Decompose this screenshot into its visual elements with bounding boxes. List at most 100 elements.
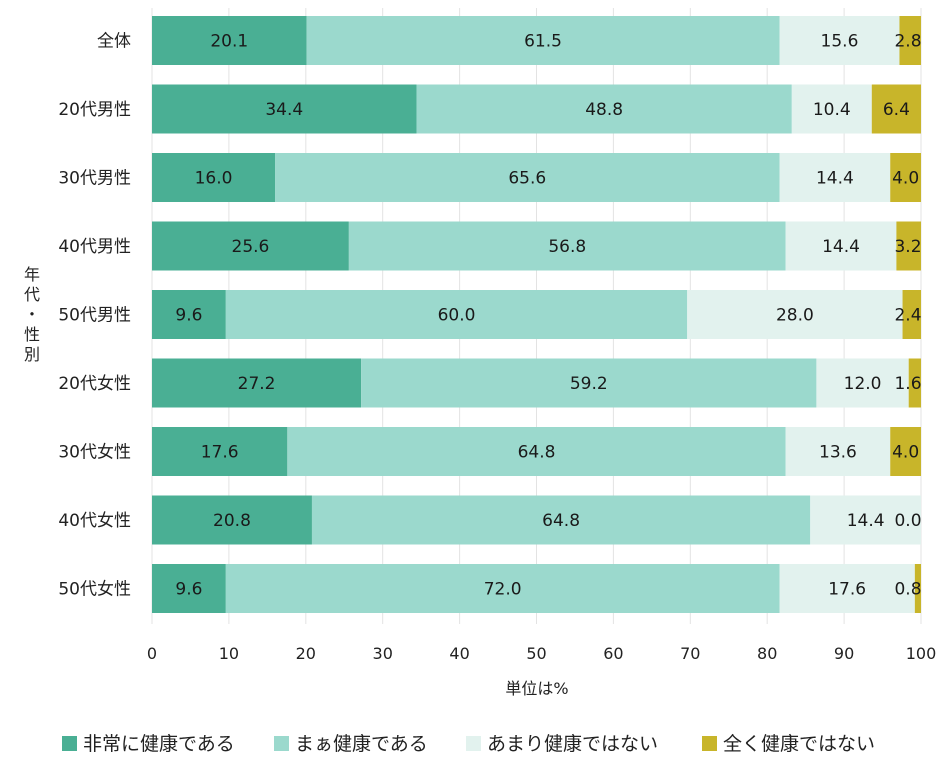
category-labels: 全体 20代男性 30代男性 40代男性 50代男性 20代女性 30代女性 40代女性 50代… bbox=[58, 32, 131, 600]
data-label: 10.4 bbox=[813, 100, 851, 120]
data-label: 61.5 bbox=[524, 32, 562, 52]
data-label: 48.8 bbox=[585, 100, 623, 120]
bar-segment bbox=[225, 564, 780, 613]
data-label: 25.6 bbox=[232, 237, 270, 257]
bar-segment bbox=[791, 84, 872, 134]
data-label: 64.8 bbox=[518, 443, 556, 463]
data-label: 9.6 bbox=[175, 580, 202, 600]
data-label: 56.8 bbox=[548, 237, 586, 257]
bar-segment bbox=[816, 358, 909, 408]
bar-segment bbox=[152, 16, 307, 65]
bar-segment bbox=[152, 358, 362, 408]
bar-segment bbox=[810, 495, 921, 545]
x-axis-ticks: 0 10 20 30 40 50 60 70 80 90 100 bbox=[147, 644, 936, 663]
bar-segment bbox=[779, 564, 915, 613]
bar-segment bbox=[152, 153, 276, 202]
category-label: 50代男性 bbox=[58, 306, 131, 326]
data-label: 2.4 bbox=[894, 306, 921, 326]
bar-segment bbox=[348, 221, 786, 271]
bar-segment bbox=[908, 358, 921, 408]
data-label: 17.6 bbox=[201, 443, 239, 463]
bar-segment bbox=[152, 290, 226, 339]
bar-segment bbox=[311, 495, 811, 545]
legend-swatch bbox=[702, 736, 717, 751]
legend-label: 全く健康ではない bbox=[723, 733, 875, 755]
x-tick-label: 50 bbox=[526, 644, 546, 663]
category-label: 30代女性 bbox=[58, 443, 131, 463]
bar-segment bbox=[361, 358, 817, 408]
bar-segment bbox=[687, 290, 903, 339]
bar-segment bbox=[914, 564, 921, 613]
bar-segment bbox=[902, 290, 921, 339]
data-label: 34.4 bbox=[265, 100, 303, 120]
data-label: 72.0 bbox=[484, 580, 522, 600]
legend-swatch bbox=[274, 736, 289, 751]
bar-segment bbox=[152, 495, 312, 545]
bar-segment bbox=[899, 16, 921, 65]
bar-segment bbox=[890, 427, 921, 476]
data-label: 2.8 bbox=[894, 32, 921, 52]
data-label: 64.8 bbox=[542, 511, 580, 531]
data-label: 0.0 bbox=[894, 511, 921, 531]
data-label: 14.4 bbox=[847, 511, 885, 531]
data-label: 20.8 bbox=[213, 511, 251, 531]
y-axis-title: 年代・性別 bbox=[24, 265, 40, 364]
data-label: 0.8 bbox=[894, 580, 921, 600]
data-label: 17.6 bbox=[828, 580, 866, 600]
data-label: 1.6 bbox=[894, 374, 921, 394]
category-label: 20代男性 bbox=[58, 100, 131, 120]
category-label: 40代女性 bbox=[58, 511, 131, 531]
bar-segment bbox=[225, 290, 688, 339]
legend-label: 非常に健康である bbox=[83, 733, 235, 755]
category-label: 20代女性 bbox=[58, 374, 131, 394]
category-label: 30代男性 bbox=[58, 169, 131, 189]
data-label: 12.0 bbox=[844, 374, 882, 394]
bar-segment bbox=[779, 153, 891, 202]
data-label: 4.0 bbox=[892, 443, 919, 463]
data-label: 9.6 bbox=[175, 306, 202, 326]
legend: 非常に健康である まぁ健康である あまり健康ではない 全く健康ではない bbox=[62, 733, 875, 755]
bar-segment bbox=[871, 84, 921, 134]
data-label: 4.0 bbox=[892, 169, 919, 189]
legend-swatch bbox=[62, 736, 77, 751]
data-label: 28.0 bbox=[776, 306, 814, 326]
x-tick-label: 100 bbox=[906, 644, 937, 663]
x-tick-label: 60 bbox=[603, 644, 623, 663]
x-axis-title: 単位は% bbox=[505, 679, 568, 698]
bar-segment bbox=[785, 427, 891, 476]
data-label: 16.0 bbox=[195, 169, 233, 189]
data-label: 15.6 bbox=[821, 32, 859, 52]
x-tick-label: 30 bbox=[373, 644, 393, 663]
x-tick-label: 40 bbox=[449, 644, 469, 663]
data-label: 3.2 bbox=[894, 237, 921, 257]
bar-segment bbox=[152, 84, 417, 134]
bar-segment bbox=[785, 221, 897, 271]
x-tick-label: 0 bbox=[147, 644, 157, 663]
category-label: 40代男性 bbox=[58, 237, 131, 257]
bar-segment bbox=[896, 221, 921, 271]
category-label: 全体 bbox=[97, 32, 131, 52]
bar-segment bbox=[152, 564, 226, 613]
bar-segment bbox=[416, 84, 792, 134]
x-tick-label: 10 bbox=[219, 644, 239, 663]
bar-segment bbox=[287, 427, 786, 476]
bar-segment bbox=[890, 153, 921, 202]
data-label: 13.6 bbox=[819, 443, 857, 463]
bars: 20.1 61.5 15.6 2.8 34.4 48.8 10.4 6.4 16.0 65.6 14… bbox=[152, 16, 922, 613]
data-label: 59.2 bbox=[570, 374, 608, 394]
data-label: 27.2 bbox=[238, 374, 276, 394]
bar-segment bbox=[152, 221, 349, 271]
legend-label: まぁ健康である bbox=[295, 733, 428, 755]
data-label: 65.6 bbox=[508, 169, 546, 189]
bar-segment bbox=[152, 427, 288, 476]
x-tick-label: 20 bbox=[296, 644, 316, 663]
x-tick-label: 70 bbox=[680, 644, 700, 663]
data-label: 20.1 bbox=[210, 32, 248, 52]
bar-segment bbox=[779, 16, 900, 65]
bar-segment bbox=[275, 153, 780, 202]
x-tick-label: 80 bbox=[757, 644, 777, 663]
data-label: 60.0 bbox=[438, 306, 476, 326]
bar-segment bbox=[306, 16, 780, 65]
data-label: 6.4 bbox=[883, 100, 910, 120]
